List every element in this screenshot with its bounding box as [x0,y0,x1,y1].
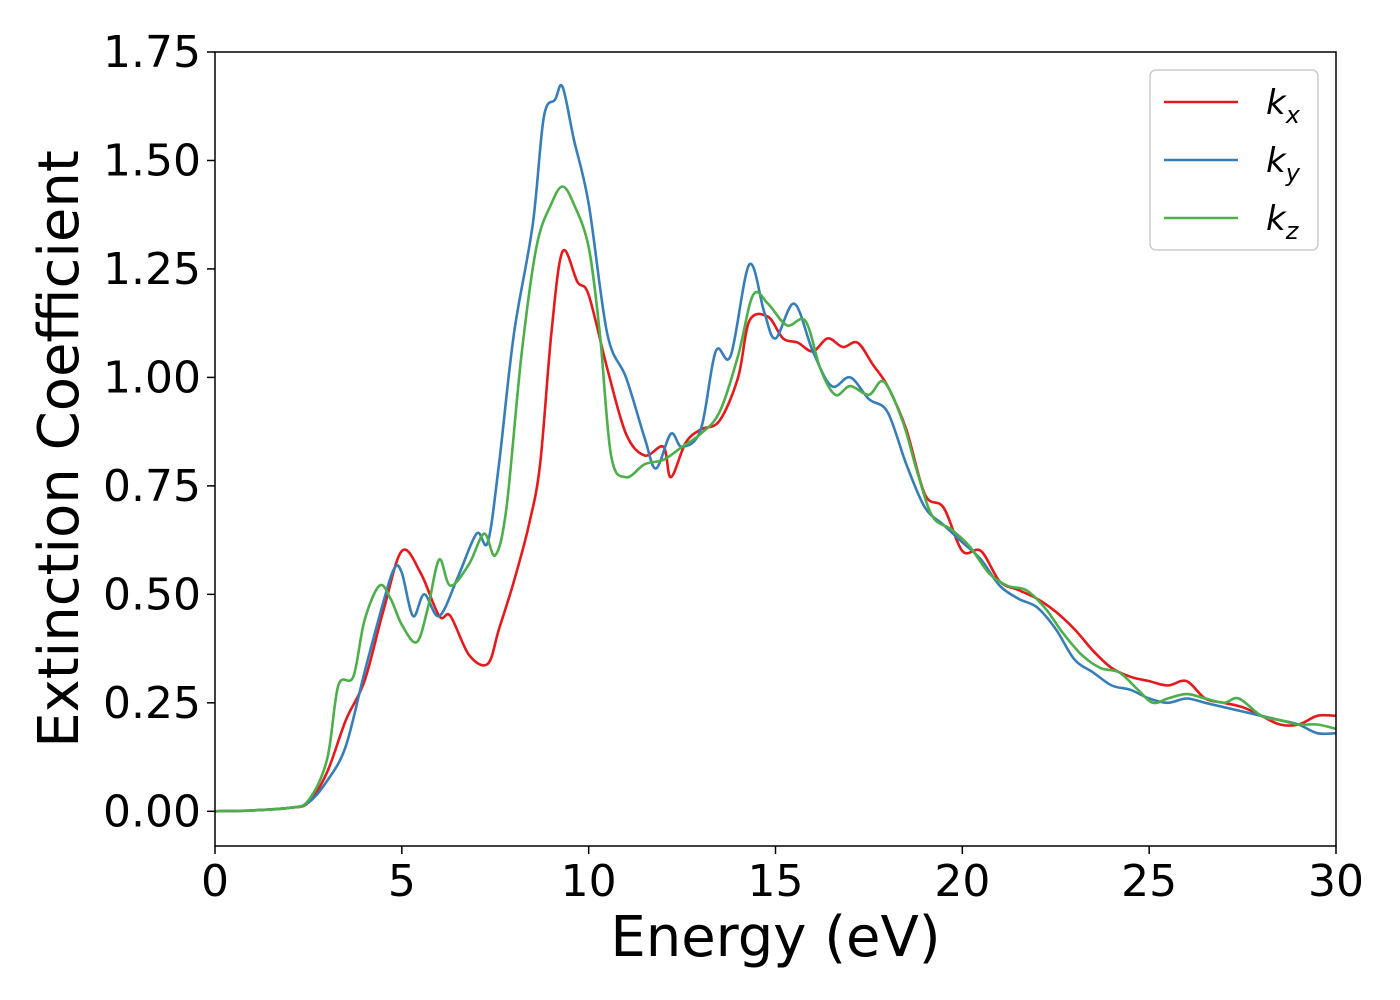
y-tick-label: 0.50 [103,569,201,620]
y-tick-label: 1.00 [103,352,201,403]
legend-label-k_y: ky [1266,141,1301,187]
series-layer [214,83,1337,813]
y-tick-label: 0.25 [103,678,201,729]
x-tick-label: 20 [934,856,990,907]
x-tick-label: 5 [388,856,416,907]
legend-label-k_z: kz [1266,199,1300,245]
y-tick-label: 0.75 [103,461,201,512]
y-axis-label: Extinction Coefficient [27,150,92,748]
x-tick-label: 0 [201,856,229,907]
x-tick-label: 15 [748,856,804,907]
y-tick-label: 1.75 [103,27,201,78]
y-tick-label: 1.50 [103,135,201,186]
legend: kx ky kz [1149,69,1319,251]
ticks-layer: 0 5 10 15 20 25 30 0.00 0.25 0.50 0.75 1.00 1.25 1.50… [103,27,1364,907]
series-line-k_y [214,83,1337,813]
x-tick-label: 30 [1308,856,1364,907]
y-tick-label: 0.00 [103,786,201,837]
series-line-k_x [214,248,1337,813]
series-line-k_z [214,185,1337,813]
x-tick-label: 10 [561,856,617,907]
legend-label-k_x: kx [1266,83,1301,129]
x-tick-label: 25 [1121,856,1177,907]
y-tick-label: 1.25 [103,244,201,295]
x-axis-label: Energy (eV) [610,905,940,970]
